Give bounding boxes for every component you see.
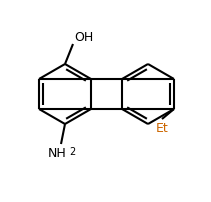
Text: NH: NH: [48, 146, 66, 159]
Text: Et: Et: [156, 121, 168, 134]
Text: OH: OH: [74, 31, 93, 44]
Text: 2: 2: [69, 146, 75, 156]
